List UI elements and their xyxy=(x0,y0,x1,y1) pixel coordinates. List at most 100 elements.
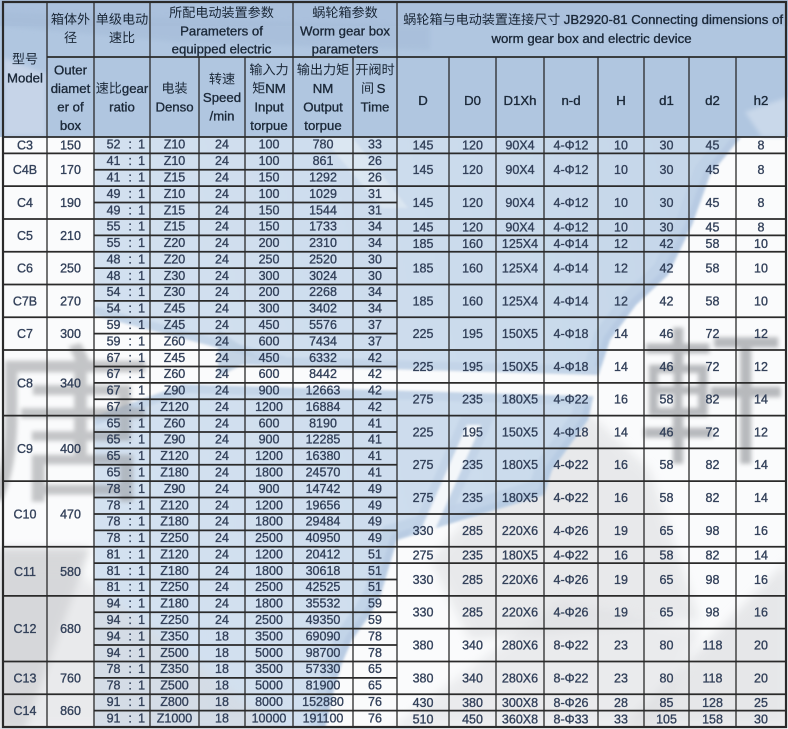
svg-text:18: 18 xyxy=(215,629,229,643)
svg-text:C8: C8 xyxy=(17,376,33,390)
svg-text:18: 18 xyxy=(215,695,229,709)
svg-text:2500: 2500 xyxy=(255,580,283,594)
svg-text:128: 128 xyxy=(702,696,723,710)
svg-text:46: 46 xyxy=(660,327,674,341)
svg-text:270: 270 xyxy=(60,294,81,308)
svg-text:1029: 1029 xyxy=(309,187,337,201)
svg-text:Z250: Z250 xyxy=(160,613,189,627)
svg-text:5000: 5000 xyxy=(255,646,283,660)
svg-text:Z60: Z60 xyxy=(164,416,186,430)
svg-text::: : xyxy=(128,662,131,676)
svg-text:d2: d2 xyxy=(705,93,720,108)
svg-text:19: 19 xyxy=(614,573,628,587)
svg-text:24: 24 xyxy=(215,318,229,332)
svg-text:C9: C9 xyxy=(17,442,33,456)
svg-text:31: 31 xyxy=(368,203,382,217)
svg-text:Z30: Z30 xyxy=(164,285,186,299)
svg-text:51: 51 xyxy=(368,564,382,578)
svg-text::: : xyxy=(128,531,131,545)
svg-text:Z10: Z10 xyxy=(164,154,186,168)
svg-text:49350: 49350 xyxy=(306,613,341,627)
svg-text:16: 16 xyxy=(614,458,628,472)
svg-text:49: 49 xyxy=(368,531,382,545)
svg-text:5576: 5576 xyxy=(309,318,337,332)
svg-text:6332: 6332 xyxy=(309,351,337,365)
svg-text:Parameters of: Parameters of xyxy=(180,23,263,38)
svg-text:450: 450 xyxy=(259,351,280,365)
svg-text:4-Φ22: 4-Φ22 xyxy=(554,548,589,562)
svg-text:1544: 1544 xyxy=(309,203,337,217)
svg-text:235: 235 xyxy=(462,458,483,472)
svg-text:48: 48 xyxy=(107,269,121,283)
svg-text:235: 235 xyxy=(462,491,483,505)
svg-text:Z10: Z10 xyxy=(164,138,186,152)
svg-text:30: 30 xyxy=(660,139,674,153)
svg-text:33: 33 xyxy=(368,138,382,152)
svg-text:2500: 2500 xyxy=(255,531,283,545)
svg-text:65: 65 xyxy=(660,524,674,538)
svg-text:4-Φ26: 4-Φ26 xyxy=(554,573,589,587)
svg-text:Z15: Z15 xyxy=(164,170,186,184)
svg-text:10: 10 xyxy=(754,237,768,251)
svg-text:330: 330 xyxy=(413,524,434,538)
svg-text:5000: 5000 xyxy=(255,679,283,693)
svg-text:430: 430 xyxy=(413,696,434,710)
svg-text:81: 81 xyxy=(107,547,121,561)
svg-text:20412: 20412 xyxy=(306,547,341,561)
svg-text:145: 145 xyxy=(413,139,434,153)
svg-text:14: 14 xyxy=(754,548,768,562)
svg-text:Time: Time xyxy=(361,99,390,114)
svg-text:105: 105 xyxy=(656,712,677,726)
svg-text:gear: gear xyxy=(122,81,149,96)
svg-text:2268: 2268 xyxy=(309,285,337,299)
svg-text:Z350: Z350 xyxy=(160,662,189,676)
svg-text:1: 1 xyxy=(138,138,145,152)
svg-text:NM: NM xyxy=(265,81,286,96)
svg-text:1: 1 xyxy=(138,449,145,463)
svg-text:C7B: C7B xyxy=(13,294,37,308)
svg-text:4-Φ22: 4-Φ22 xyxy=(554,491,589,505)
svg-text:82: 82 xyxy=(706,393,720,407)
svg-text:59: 59 xyxy=(368,597,382,611)
svg-text:49: 49 xyxy=(107,187,121,201)
svg-text:170: 170 xyxy=(60,163,81,177)
svg-text::: : xyxy=(128,498,131,512)
svg-text:24: 24 xyxy=(215,170,229,184)
svg-text:78: 78 xyxy=(107,498,121,512)
svg-text:280X6: 280X6 xyxy=(502,671,538,685)
svg-text:16: 16 xyxy=(614,548,628,562)
svg-text:185: 185 xyxy=(413,294,434,308)
svg-text:Z180: Z180 xyxy=(160,515,189,529)
svg-text:42525: 42525 xyxy=(306,580,341,594)
svg-text:76: 76 xyxy=(368,695,382,709)
svg-text:1: 1 xyxy=(138,220,145,234)
svg-text:1: 1 xyxy=(138,580,145,594)
svg-text:24: 24 xyxy=(215,613,229,627)
svg-text::: : xyxy=(128,367,131,381)
svg-text:41: 41 xyxy=(107,154,121,168)
svg-text:78: 78 xyxy=(368,646,382,660)
svg-text:16: 16 xyxy=(754,524,768,538)
svg-text:24: 24 xyxy=(215,580,229,594)
svg-text:340: 340 xyxy=(60,376,81,390)
svg-text:24: 24 xyxy=(215,187,229,201)
svg-text::: : xyxy=(128,285,131,299)
svg-text:145: 145 xyxy=(413,196,434,210)
svg-text:190: 190 xyxy=(60,196,81,210)
svg-text:41: 41 xyxy=(368,465,382,479)
svg-text:54: 54 xyxy=(107,285,121,299)
svg-text:1800: 1800 xyxy=(255,564,283,578)
svg-text:10000: 10000 xyxy=(252,711,287,725)
svg-text:220X6: 220X6 xyxy=(502,573,538,587)
svg-text:n-d: n-d xyxy=(561,93,580,108)
svg-text:4-Φ26: 4-Φ26 xyxy=(554,524,589,538)
svg-text:150X5: 150X5 xyxy=(502,425,538,439)
svg-text:Speed: Speed xyxy=(203,90,241,105)
svg-text:1: 1 xyxy=(138,367,145,381)
svg-text:7434: 7434 xyxy=(309,334,337,348)
svg-text:24: 24 xyxy=(215,252,229,266)
svg-text:20: 20 xyxy=(754,671,768,685)
svg-text:225: 225 xyxy=(413,425,434,439)
svg-text:120: 120 xyxy=(462,221,483,235)
svg-text:861: 861 xyxy=(313,154,334,168)
